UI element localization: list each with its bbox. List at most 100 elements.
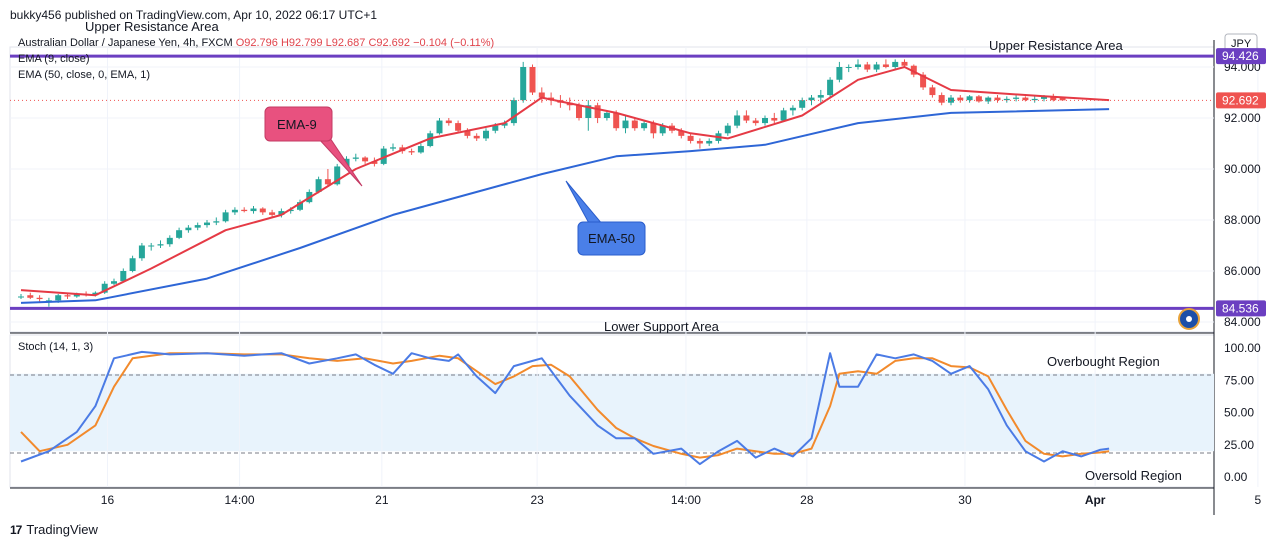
candle-body [1059,97,1066,101]
price-tick-label: 86.000 [1224,264,1261,278]
flag-icon[interactable] [1178,308,1200,330]
candle-body [501,123,508,126]
candle-body [185,227,192,231]
candle-body [734,115,741,126]
grid-lines [10,47,1259,487]
time-tick-label: 14:00 [671,493,701,507]
time-tick-label: 28 [800,493,814,507]
upper-resistance-label-right: Upper Resistance Area [989,38,1123,53]
candle-body [111,281,117,284]
candle-body [492,125,499,131]
candle-body [864,64,871,70]
candle-body [873,64,880,70]
candle-body [696,140,703,144]
price-tick-label: 90.000 [1224,162,1261,176]
candle-body [966,96,973,101]
candle-body [576,105,582,118]
candle-body [259,208,266,213]
upper-resistance-label-left: Upper Resistance Area [85,19,219,34]
candle-body [92,292,99,296]
legend-close: C92.692 [368,37,411,49]
candle-body [929,87,936,96]
stoch-band [10,373,1214,452]
candle-body [204,222,210,226]
candle-body [73,293,80,297]
stoch-tick-label: 50.00 [1224,406,1254,420]
candle-body [650,123,657,134]
candle-body [585,105,592,118]
resistance-price-label: 94.426 [1222,49,1259,63]
legend-high: H92.799 [280,37,323,49]
candle-body [920,74,927,88]
candle-body [520,67,527,101]
time-tick-label: 14:00 [225,493,255,507]
time-tick-label: 5 [1255,493,1262,507]
candle-body [148,245,155,247]
candle-body [269,212,276,215]
footer-brand: TradingView [26,522,98,537]
candle-body [445,120,452,124]
currency-label: JPY [1231,38,1252,50]
candle-body [1013,97,1020,99]
stoch-lines [20,350,1110,466]
candle-body [631,120,638,129]
candle-body [771,118,778,121]
legend-low: L92.687 [325,37,366,49]
candle-body [789,107,796,111]
footer: 17 TradingView [10,522,98,537]
candle-body [985,97,992,102]
candle-body [762,118,768,124]
stoch-tick-label: 0.00 [1224,470,1248,484]
legend-symbol: Australian Dollar / Japanese Yen, 4h, FX… [18,37,233,49]
candle-body [297,202,303,210]
stoch-legend: Stoch (14, 1, 3) [18,341,94,353]
resistance-price-badge [1216,48,1266,65]
ema-lines [20,66,1110,304]
ema9-callout-text: EMA-9 [277,117,317,132]
candle-body [845,67,852,68]
price-tick-label: 88.000 [1224,213,1261,227]
candle-body [166,237,173,245]
candle-body [855,64,861,67]
tradingview-logo-icon: 17 [10,522,22,537]
candle-body [390,147,396,149]
candle-body [371,161,378,164]
candle-body [1050,96,1057,101]
stoch-tick-label: 25.00 [1224,438,1254,452]
support-price-label: 84.536 [1222,301,1259,315]
candle-body [120,271,127,282]
time-tick-label: Apr [1085,493,1106,507]
candle-body [892,61,899,67]
ema50-callout-pointer [565,180,605,226]
candle-body [743,115,750,121]
candle-body [241,209,248,212]
legend-ema50: EMA (50, close, 0, EMA, 1) [18,69,151,81]
candle-body [138,245,145,259]
candle-body [129,258,136,271]
candle-body [101,283,108,293]
ema9-callout[interactable]: EMA-9 [264,106,363,187]
candle-body [687,135,694,141]
time-tick-label: 16 [101,493,115,507]
candle-body [287,209,294,212]
candle-body [55,295,62,301]
oversold-label: Oversold Region [1085,468,1182,483]
candle-body [1003,98,1010,101]
candle-body [27,295,34,298]
candle-body [538,92,545,98]
candle-body [780,110,787,121]
candle-body [362,157,369,162]
candle-body [18,296,24,298]
candle-body [706,140,713,144]
candle-body [975,96,982,102]
ema50-line [20,108,1110,304]
candle-body [408,151,415,153]
ema50-callout[interactable]: EMA-50 [565,180,646,256]
support-price-badge [1216,300,1266,317]
candle-body [799,100,806,108]
stoch-tick-label: 75.00 [1224,373,1254,387]
candle-body [380,148,387,164]
price-panel-frame [9,46,1215,333]
